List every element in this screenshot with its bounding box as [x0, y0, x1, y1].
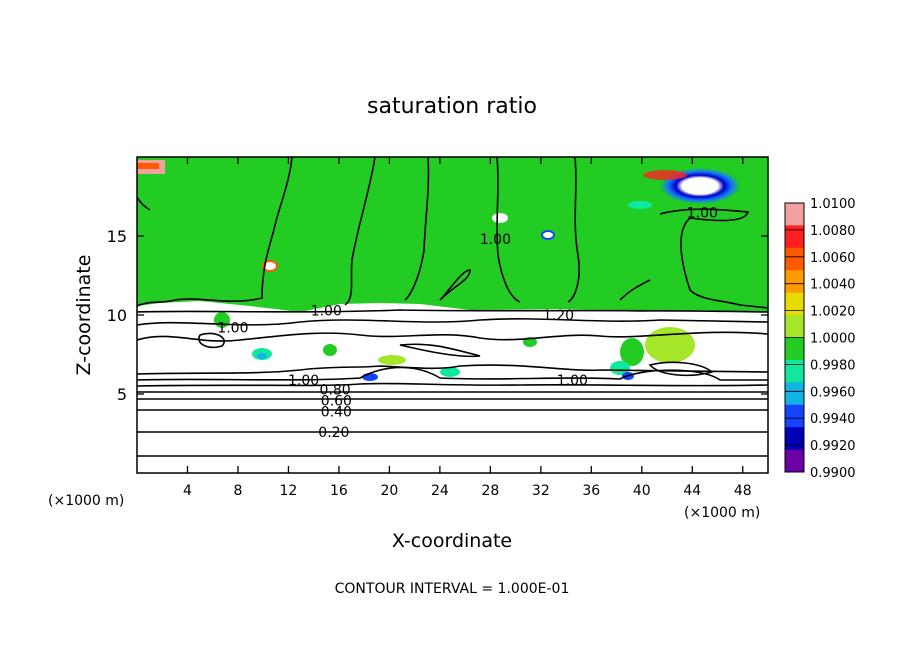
colorbar-label: 1.0020 — [810, 305, 856, 320]
x-tick-label: 36 — [582, 483, 600, 499]
contour-label: 1.00 — [480, 232, 511, 248]
colorbar-swatch — [785, 449, 804, 473]
patch-white-mid — [541, 230, 555, 240]
y-axis-label: Z-coordinate — [73, 255, 95, 376]
colorbar-swatch — [785, 359, 804, 383]
patch-orange-topleft — [137, 163, 159, 169]
contour-labels: 0.200.400.600.801.00 1.001.001.00 1.201.00… — [217, 205, 718, 441]
contour-lines — [137, 157, 768, 457]
x-tick-label: 12 — [280, 483, 298, 499]
patch-white-2 — [492, 213, 508, 223]
colorbar-label: 0.9960 — [810, 385, 856, 400]
x-tick-label: 20 — [380, 483, 398, 499]
colorbar-swatch — [785, 270, 804, 294]
y-axis: 5 10 15 — [107, 227, 768, 404]
contour-label: 0.20 — [318, 425, 349, 441]
y-tick-label: 10 — [107, 306, 127, 325]
contour-label: 1.00 — [687, 205, 718, 221]
contour-label: 0.40 — [321, 404, 352, 420]
x-tick-label: 8 — [233, 483, 242, 499]
x-tick-label: 48 — [734, 483, 752, 499]
colorbar-swatch — [785, 292, 804, 316]
colorbar-label: 1.0000 — [810, 332, 856, 347]
colorbar-swatch — [785, 382, 804, 406]
x-axis-label: X-coordinate — [392, 530, 512, 552]
x-tick-label: 32 — [532, 483, 550, 499]
patch-cyan-center — [440, 367, 460, 377]
contour-label: 1.00 — [311, 303, 342, 319]
x-unit-left: (×1000 m) — [48, 493, 124, 509]
patch-red-topright — [643, 170, 687, 180]
colorbar-label: 1.0060 — [810, 251, 856, 266]
colorbar: 1.0100 1.0080 1.0060 1.0040 1.0020 1.0000 0.99… — [784, 197, 856, 481]
patch-green-right — [620, 338, 644, 366]
patch-green-mid2 — [323, 344, 337, 356]
colorbar-swatch — [785, 203, 804, 226]
patch-cyan-topright — [628, 201, 652, 209]
colorbar-label: 0.9920 — [810, 439, 856, 454]
x-tick-label: 4 — [183, 483, 192, 499]
green-region — [137, 157, 768, 312]
contour-label: 1.00 — [557, 373, 588, 389]
contour-label: 0.60 — [321, 393, 352, 409]
x-tick-label: 40 — [633, 483, 651, 499]
colorbar-label: 1.0100 — [810, 197, 856, 212]
patch-white-left — [262, 260, 278, 272]
colorbar-swatch — [785, 427, 804, 451]
contour-label: 1.00 — [288, 373, 319, 389]
colorbar-swatch — [785, 315, 804, 338]
patch-blue-left — [257, 353, 267, 359]
x-unit-right: (×1000 m) — [684, 505, 760, 521]
y-tick-label: 15 — [107, 227, 127, 246]
x-tick-label: 44 — [683, 483, 701, 499]
chart-title: saturation ratio — [367, 94, 537, 119]
colorbar-label: 1.0040 — [810, 278, 856, 293]
colorbar-swatch — [785, 337, 804, 361]
contour-interval-note: CONTOUR INTERVAL = 1.000E-01 — [335, 581, 570, 597]
patch-green-center — [378, 355, 406, 365]
contour-label: 1.00 — [217, 321, 248, 337]
y-tick-label: 5 — [117, 385, 127, 404]
colorbar-label: 0.9900 — [810, 466, 856, 481]
colorbar-swatch — [785, 404, 804, 428]
colorbar-swatch — [785, 225, 804, 249]
plot-area: 0.200.400.600.801.00 1.001.001.00 1.201.00… — [137, 157, 768, 473]
x-tick-label: 24 — [431, 483, 449, 499]
patch-yellow-right — [645, 327, 695, 363]
x-axis: 4 8 12 16 20 24 28 32 36 40 44 48 — [183, 157, 752, 499]
colorbar-label: 1.0080 — [810, 224, 856, 239]
contour-label: 0.80 — [320, 382, 351, 398]
colorbar-label: 0.9940 — [810, 412, 856, 427]
contour-label: 1.20 — [543, 308, 574, 324]
x-tick-label: 28 — [481, 483, 499, 499]
patch-cyan-right — [610, 361, 630, 375]
colorbar-label: 0.9980 — [810, 358, 856, 373]
colorbar-swatch — [785, 247, 804, 271]
x-tick-label: 16 — [330, 483, 348, 499]
